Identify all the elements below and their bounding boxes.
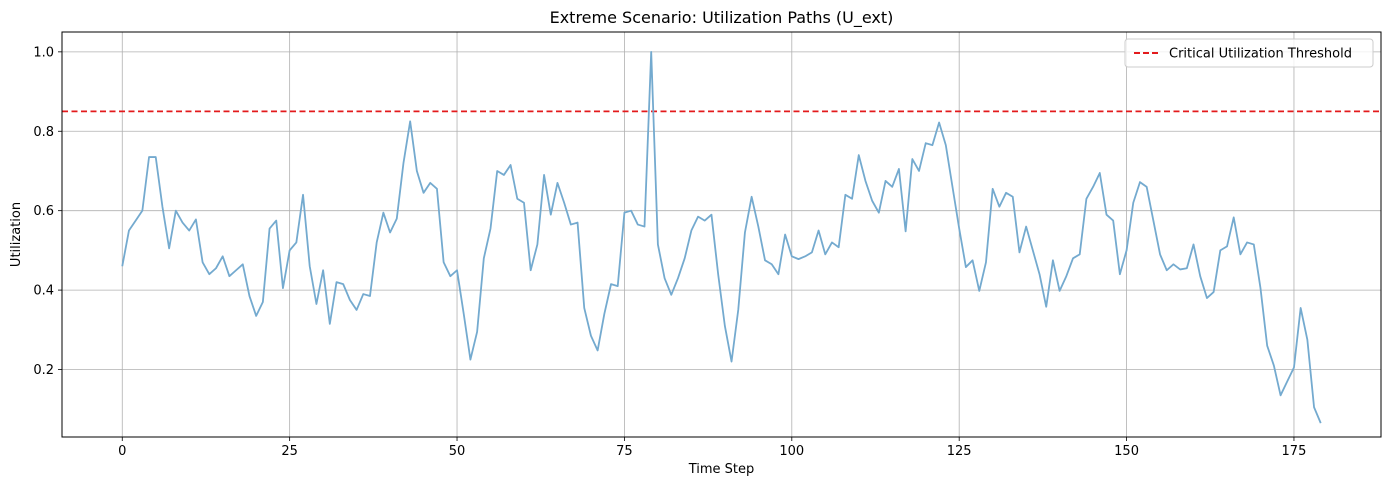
y-tick-label: 0.2 xyxy=(33,363,54,378)
y-tick-label: 0.8 xyxy=(33,125,54,140)
y-tick-label: 1.0 xyxy=(33,45,54,60)
legend: Critical Utilization Threshold xyxy=(1124,38,1374,68)
x-tick-label: 125 xyxy=(947,444,972,459)
x-tick-label: 25 xyxy=(281,444,298,459)
y-tick-label: 0.4 xyxy=(33,284,54,299)
y-tick-label: 0.6 xyxy=(33,204,54,219)
y-tick-labels: 0.2 0.4 0.6 0.8 1.0 xyxy=(33,45,54,378)
x-tick-label: 0 xyxy=(118,444,126,459)
x-axis-label: Time Step xyxy=(688,462,755,477)
x-tick-labels: 0 25 50 75 100 125 150 175 xyxy=(118,444,1306,459)
grid-lines xyxy=(62,32,1381,437)
tick-marks xyxy=(58,51,1295,441)
legend-label-threshold: Critical Utilization Threshold xyxy=(1169,47,1352,62)
x-tick-label: 100 xyxy=(779,444,804,459)
x-tick-label: 75 xyxy=(616,444,633,459)
series-layer xyxy=(121,50,1322,424)
x-tick-label: 150 xyxy=(1114,444,1139,459)
chart-title: Extreme Scenario: Utilization Paths (U_e… xyxy=(550,8,894,28)
y-axis-label: Utilization xyxy=(9,202,24,267)
series-line xyxy=(121,50,1322,424)
x-tick-label: 50 xyxy=(449,444,466,459)
legend-box xyxy=(1124,38,1374,68)
plot-frame xyxy=(61,31,1382,438)
x-tick-label: 175 xyxy=(1282,444,1307,459)
